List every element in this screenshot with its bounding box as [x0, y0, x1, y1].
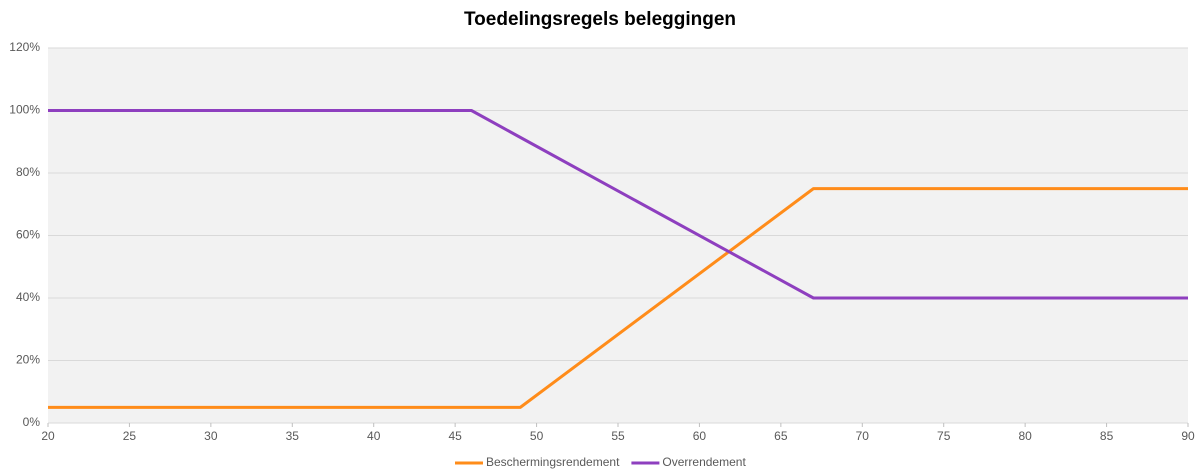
series-line — [48, 187, 1188, 409]
y-tick-label: 0% — [23, 415, 41, 429]
y-tick-label: 120% — [9, 40, 40, 54]
x-tick-label: 45 — [448, 429, 462, 443]
x-tick-label: 90 — [1181, 429, 1195, 443]
x-tick-label: 30 — [204, 429, 218, 443]
x-tick-label: 65 — [774, 429, 788, 443]
legend-label: Overrendement — [662, 455, 746, 469]
x-tick-label: 20 — [41, 429, 55, 443]
x-tick-label: 75 — [937, 429, 951, 443]
legend-label: Beschermingsrendement — [486, 455, 620, 469]
series-line — [48, 109, 1188, 300]
y-tick-label: 100% — [9, 103, 40, 117]
y-tick-label: 40% — [16, 290, 40, 304]
x-tick-label: 25 — [123, 429, 137, 443]
x-tick-label: 85 — [1100, 429, 1114, 443]
x-tick-label: 35 — [286, 429, 300, 443]
x-tick-label: 40 — [367, 429, 381, 443]
x-tick-label: 55 — [611, 429, 625, 443]
x-tick-label: 80 — [1018, 429, 1032, 443]
x-tick-label: 60 — [693, 429, 707, 443]
y-tick-label: 60% — [16, 228, 40, 242]
x-tick-label: 50 — [530, 429, 544, 443]
y-tick-label: 80% — [16, 165, 40, 179]
chart-title: Toedelingsregels beleggingen — [464, 9, 736, 30]
x-tick-label: 70 — [856, 429, 870, 443]
y-tick-label: 20% — [16, 353, 40, 367]
